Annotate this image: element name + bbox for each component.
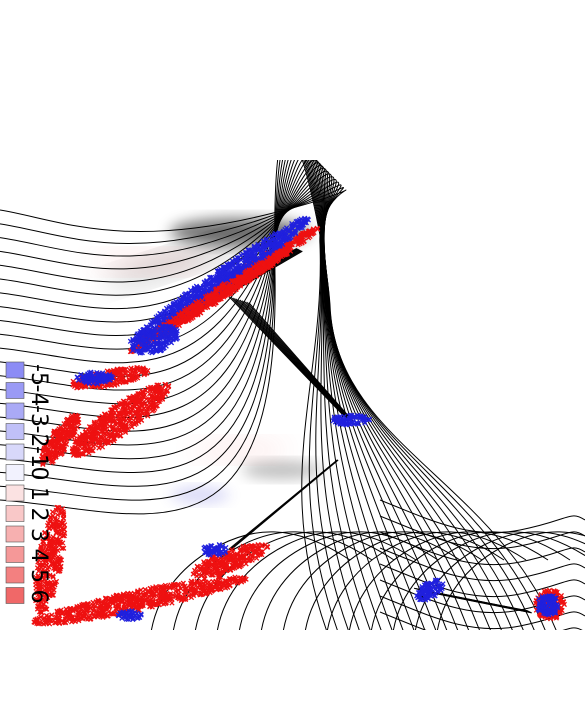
- legend-label: 4: [26, 549, 51, 563]
- contour-line: [379, 547, 585, 582]
- positive-patch-left-band: [69, 381, 172, 459]
- contour-line: [195, 531, 395, 630]
- legend-label: 3: [26, 528, 51, 542]
- legend-swatch: [5, 443, 25, 461]
- legend-swatch: [5, 525, 25, 543]
- shift-line: [424, 590, 532, 614]
- contour-line: [0, 173, 393, 630]
- shift-line: [230, 459, 339, 551]
- contour-line: [0, 189, 347, 630]
- contour-line: [0, 160, 557, 630]
- legend-label: 1: [26, 487, 51, 501]
- contour-line: [261, 531, 461, 630]
- signal-cross: [297, 235, 304, 242]
- legend-label: -1: [26, 446, 51, 468]
- positive-patch-lower-mid: [190, 542, 271, 579]
- contour-line: [0, 162, 437, 630]
- legend-swatch: [5, 505, 25, 522]
- shadow-pink-mid: [190, 440, 290, 460]
- contour-line: [283, 531, 483, 630]
- legend-label: 6: [26, 590, 51, 604]
- contour-line: [0, 160, 513, 630]
- signal-patches: [31, 215, 567, 627]
- contour-line: [0, 184, 349, 630]
- contour-line: [349, 531, 549, 630]
- legend-label: 5: [26, 569, 51, 583]
- legend-swatch: [5, 402, 25, 420]
- shift-line: [246, 301, 354, 422]
- legend-swatch: [5, 587, 25, 604]
- shadow-mid: [242, 461, 322, 479]
- legend-label: 2: [26, 508, 51, 522]
- contour-line: [379, 563, 585, 598]
- contour-line: [0, 170, 404, 630]
- contour-line: [379, 611, 583, 630]
- contour-line: [379, 515, 585, 550]
- contour-line: [371, 531, 571, 630]
- signal-cross: [311, 229, 317, 236]
- contour-line: [0, 160, 546, 630]
- shift-line: [244, 300, 353, 422]
- legend-label: -4: [26, 385, 51, 407]
- contour-line: [437, 531, 585, 630]
- contour-line: [0, 160, 535, 630]
- contour-line: [379, 499, 585, 534]
- legend-label: -2: [26, 426, 51, 448]
- contour-line: [0, 160, 502, 630]
- contour-line: [0, 181, 360, 630]
- negative-patch-left-knot: [129, 323, 181, 356]
- legend-label: -3: [26, 405, 51, 427]
- contour-line: [379, 595, 585, 630]
- shift-line: [248, 302, 354, 423]
- signal-cross: [268, 233, 275, 239]
- signal-cross: [301, 230, 308, 236]
- legend-swatch: [5, 464, 25, 481]
- signal-cross: [299, 240, 305, 246]
- intensity-shadow-layer: [90, 218, 322, 503]
- contour-line: [217, 531, 417, 630]
- legend-label: -5: [26, 364, 51, 386]
- contour-line: [379, 531, 585, 566]
- signal-cross: [255, 241, 261, 248]
- shadow-pink-left: [90, 252, 210, 272]
- legend-swatch: [5, 484, 25, 502]
- negative-patch-mid-right: [330, 412, 373, 428]
- contour-line: [0, 178, 371, 630]
- shadow-mid-blue: [170, 487, 230, 503]
- contour-line: [0, 160, 480, 630]
- signal-cross: [306, 230, 312, 237]
- legend-label: 0: [26, 467, 51, 481]
- legend-swatch: [5, 423, 25, 440]
- legend-swatch: [5, 546, 25, 563]
- contour-line: [239, 531, 439, 630]
- contour-line: [0, 176, 382, 630]
- contour-lines: [0, 160, 585, 630]
- contour-line: [0, 160, 491, 630]
- legend-swatch: [5, 361, 25, 379]
- legend-swatch: [5, 566, 25, 584]
- contour-line: [0, 187, 344, 630]
- contour-line: [305, 531, 505, 630]
- contour-line: [0, 160, 524, 630]
- legend-swatch: [5, 382, 25, 399]
- contour-line: [327, 531, 527, 630]
